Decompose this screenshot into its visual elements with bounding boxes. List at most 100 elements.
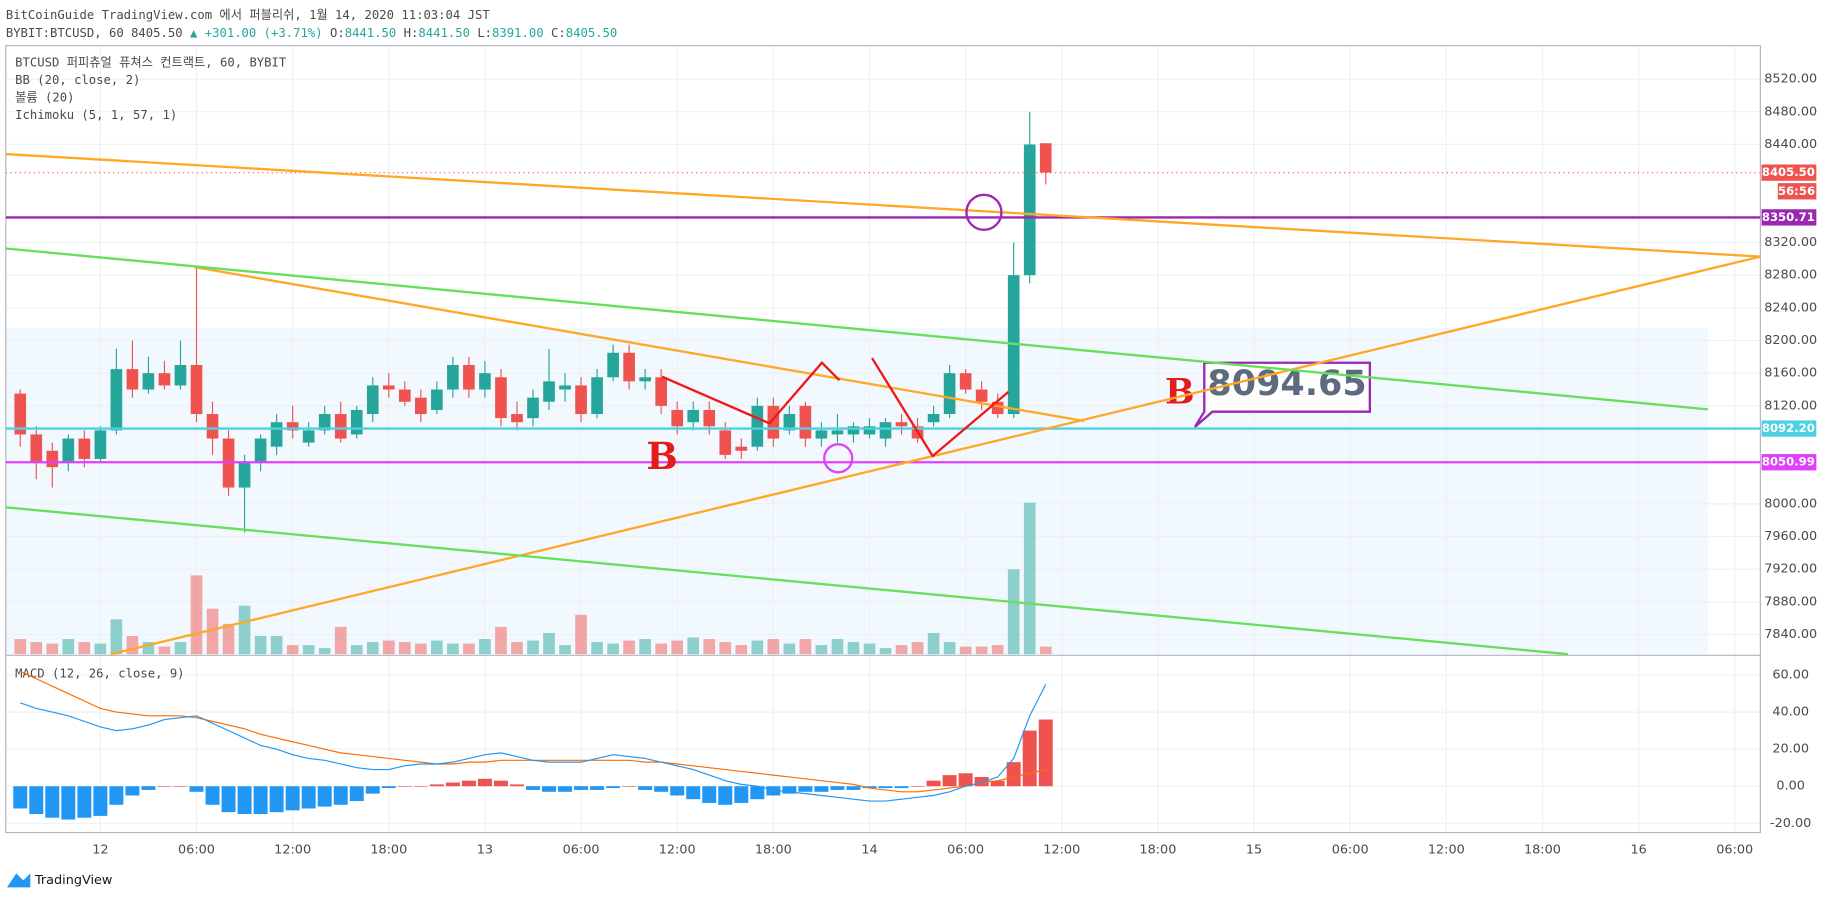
volume-bar xyxy=(895,645,908,655)
candle-body xyxy=(1039,143,1052,173)
candle-body xyxy=(719,430,732,455)
legend-item: BB (20, close, 2) xyxy=(15,73,140,87)
y-tick-label: 8160.00 xyxy=(1764,366,1817,381)
histogram-bar xyxy=(237,786,252,815)
candle-body xyxy=(703,409,716,427)
candle-body xyxy=(398,389,411,402)
histogram-bar xyxy=(766,786,781,796)
candle-body xyxy=(511,414,523,423)
histogram-bar xyxy=(558,786,573,792)
histogram-bar xyxy=(718,786,733,805)
volume-bar xyxy=(719,642,732,655)
candle-body xyxy=(655,377,668,406)
x-tick-label: 06:00 xyxy=(178,843,215,858)
candle-body xyxy=(607,352,619,378)
ohlc-value: 8441.50 xyxy=(418,25,470,39)
annotation-mark: B xyxy=(1165,372,1195,413)
histogram-bar xyxy=(638,786,653,790)
candle-body xyxy=(479,373,491,390)
histogram-bar xyxy=(862,786,877,789)
price-label-bg xyxy=(1761,420,1817,437)
histogram-bar xyxy=(45,786,60,818)
ohlc-value: 8441.50 xyxy=(345,25,397,39)
candle-body xyxy=(206,414,219,439)
callout-box xyxy=(1193,361,1371,428)
volume-bar xyxy=(126,635,139,655)
y-tick-label: 8440.00 xyxy=(1764,137,1817,152)
x-tick-label: 12:00 xyxy=(659,843,696,858)
volume-bar xyxy=(511,642,523,655)
volume-bar xyxy=(270,635,283,655)
candle-body xyxy=(62,438,75,464)
candle-body xyxy=(382,385,395,390)
volume-bar xyxy=(1007,569,1020,655)
volume-bar xyxy=(190,575,203,655)
candle-body xyxy=(94,430,107,459)
y-tick-label: 8480.00 xyxy=(1764,104,1817,119)
candle-body xyxy=(1023,144,1036,276)
histogram-bar xyxy=(814,786,829,792)
x-tick-label: 18:00 xyxy=(1524,843,1561,858)
candle-body xyxy=(783,414,796,431)
candle-body xyxy=(735,446,748,451)
volume-bar xyxy=(254,635,267,655)
volume-bar xyxy=(334,626,347,655)
histogram-bar xyxy=(93,786,108,816)
volume-bar xyxy=(302,645,315,655)
candle-body xyxy=(366,385,379,415)
plot-frame xyxy=(5,45,1761,834)
volume-bar xyxy=(879,648,892,655)
y-tick-label: 7840.00 xyxy=(1764,627,1817,642)
change: ▲ +301.00 (+3.71%) xyxy=(190,25,323,39)
histogram-bar xyxy=(830,786,845,790)
histogram-bar xyxy=(397,786,412,787)
histogram-bar xyxy=(910,786,925,787)
x-tick-label: 06:00 xyxy=(1332,843,1369,858)
candle-body xyxy=(543,381,555,402)
last-price: 8405.50 xyxy=(131,25,183,39)
histogram-bar xyxy=(509,784,524,787)
volume-bar xyxy=(975,646,988,655)
volume-bar xyxy=(1039,646,1052,655)
footer-brand: TradingView xyxy=(34,873,112,888)
candle-body xyxy=(415,397,427,415)
x-tick-label: 12 xyxy=(92,843,108,858)
x-tick-label: 12:00 xyxy=(1043,843,1080,858)
grid xyxy=(5,45,1761,833)
volume-bar xyxy=(1023,502,1036,655)
histogram-bar xyxy=(445,782,460,787)
volume-bar xyxy=(623,640,635,655)
histogram-bar xyxy=(734,786,749,803)
volume-bar xyxy=(431,640,443,655)
histogram-bar xyxy=(301,786,316,809)
candle-body xyxy=(126,369,139,390)
candle-body xyxy=(78,438,91,459)
volume-bar xyxy=(527,640,539,655)
y-tick-label: 0.00 xyxy=(1776,779,1805,794)
volume-bar xyxy=(78,642,91,655)
ohlc-key: C: xyxy=(551,25,566,39)
arrow xyxy=(661,361,841,425)
histogram-bar xyxy=(654,786,669,792)
x-tick-label: 12:00 xyxy=(1428,843,1465,858)
histogram-bar xyxy=(253,786,268,815)
smiley xyxy=(965,193,1003,231)
drawings xyxy=(5,152,1761,656)
histogram-bar xyxy=(798,786,813,792)
histogram-bar xyxy=(606,786,621,789)
candle-body xyxy=(863,426,876,435)
price-label: 8050.99 xyxy=(1762,455,1815,469)
volume-bar xyxy=(382,640,395,655)
volume-bar xyxy=(318,648,331,655)
x-tick-label: 18:00 xyxy=(1139,843,1176,858)
histogram-bar xyxy=(285,786,300,811)
candle-body xyxy=(799,405,812,439)
candle-body xyxy=(687,409,700,423)
x-tick-label: 18:00 xyxy=(370,843,407,858)
histogram-bar xyxy=(878,786,893,789)
volume-bar xyxy=(559,645,571,655)
histogram-bar xyxy=(526,786,540,790)
candle-body xyxy=(350,409,363,435)
volume-bar xyxy=(447,643,459,655)
